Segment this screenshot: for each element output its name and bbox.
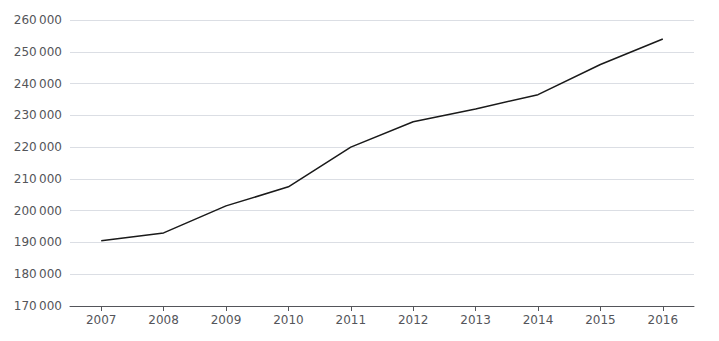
svg-text:260 000: 260 000: [14, 13, 62, 27]
svg-text:2011: 2011: [336, 313, 367, 327]
svg-text:220 000: 220 000: [14, 140, 62, 154]
svg-text:2007: 2007: [86, 313, 117, 327]
svg-text:240 000: 240 000: [14, 77, 62, 91]
svg-text:250 000: 250 000: [14, 45, 62, 59]
svg-text:180 000: 180 000: [14, 267, 62, 281]
svg-text:2015: 2015: [585, 313, 616, 327]
svg-text:170 000: 170 000: [14, 299, 62, 313]
svg-text:230 000: 230 000: [14, 108, 62, 122]
svg-text:2012: 2012: [398, 313, 429, 327]
svg-text:2009: 2009: [211, 313, 242, 327]
svg-text:210 000: 210 000: [14, 172, 62, 186]
svg-text:2013: 2013: [460, 313, 491, 327]
svg-text:200 000: 200 000: [14, 204, 62, 218]
svg-text:2008: 2008: [148, 313, 179, 327]
svg-text:2014: 2014: [523, 313, 554, 327]
svg-text:190 000: 190 000: [14, 235, 62, 249]
svg-text:2010: 2010: [273, 313, 304, 327]
svg-text:2016: 2016: [648, 313, 679, 327]
